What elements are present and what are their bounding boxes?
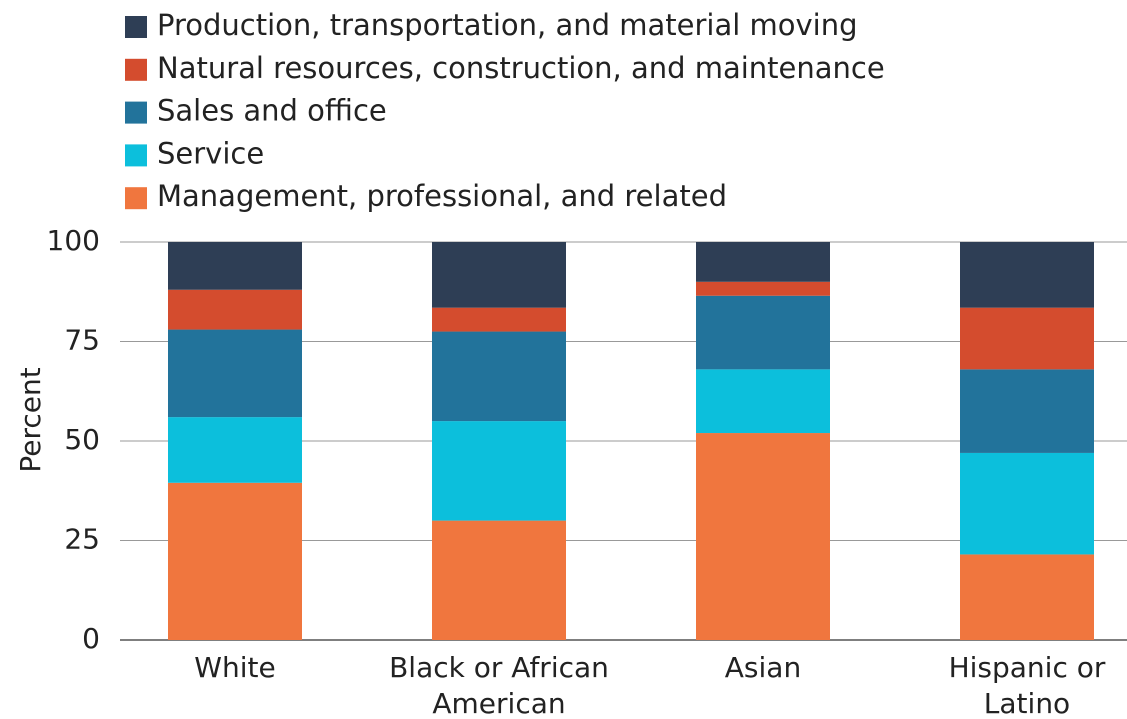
bar-segment: [432, 242, 566, 308]
legend-label: Management, professional, and related: [157, 179, 727, 213]
legend-swatch: [125, 16, 147, 38]
bar-segment: [432, 331, 566, 422]
bar-segment: [960, 369, 1094, 453]
y-tick-label: 0: [82, 622, 100, 655]
x-tick-label: Hispanic or Latino: [948, 651, 1106, 719]
bar-segment: [696, 369, 830, 434]
bar-segment: [168, 417, 302, 483]
bar-segment: [168, 289, 302, 330]
bar-segment: [696, 295, 830, 370]
legend-swatch: [125, 58, 147, 81]
legend-swatch: [125, 101, 147, 124]
bar-segment: [696, 281, 830, 296]
x-tick-label: Asian: [724, 651, 802, 684]
y-tick-label: 75: [64, 324, 100, 357]
legend-label: Service: [157, 136, 264, 170]
bar-segment: [432, 307, 566, 332]
bar-segment: [960, 452, 1094, 555]
bar-segment: [960, 307, 1094, 370]
bar-segment: [168, 482, 302, 640]
legend-swatch: [125, 144, 147, 167]
bar-segment: [696, 433, 830, 640]
legend-label: Production, transportation, and material…: [157, 8, 858, 42]
bar-segment: [432, 421, 566, 521]
legend-label: Sales and office: [157, 94, 387, 128]
bar-segment: [960, 242, 1094, 308]
bar-segment: [168, 329, 302, 418]
y-axis-label: Percent: [14, 367, 47, 472]
bar-segment: [960, 554, 1094, 640]
y-tick-label: 100: [47, 224, 100, 257]
bar-segment: [168, 242, 302, 290]
bar-segment: [696, 242, 830, 282]
x-tick-label: White: [194, 651, 276, 684]
y-tick-label: 25: [64, 523, 100, 556]
x-tick-label: Black or African American: [389, 651, 609, 719]
legend-swatch: [125, 187, 147, 210]
legend-label: Natural resources, construction, and mai…: [157, 51, 885, 85]
bar-segment: [432, 520, 566, 640]
y-tick-label: 50: [64, 423, 100, 456]
